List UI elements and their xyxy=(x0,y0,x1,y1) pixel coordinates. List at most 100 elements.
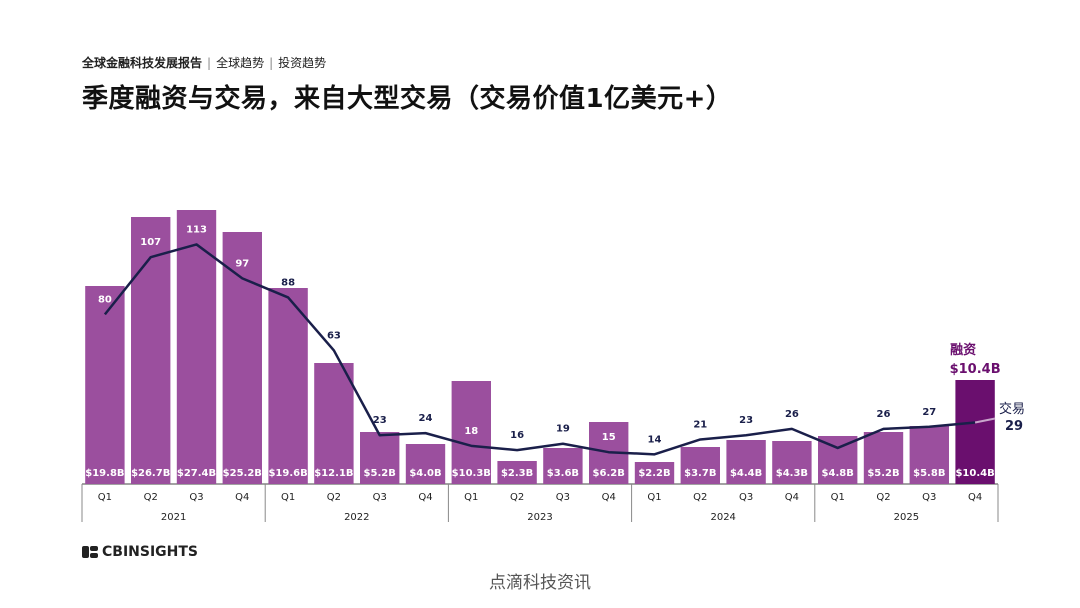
funding-bar xyxy=(85,286,125,484)
x-tick-label: Q1 xyxy=(281,492,295,503)
deals-value-label: 88 xyxy=(281,277,295,288)
year-label: 2024 xyxy=(710,512,735,523)
deals-value-label: 63 xyxy=(327,330,341,341)
deals-value-label: 24 xyxy=(419,413,433,424)
funding-bar-label: $5.2B xyxy=(364,468,396,479)
funding-bar-label: $3.6B xyxy=(547,468,579,479)
funding-bar-label: $5.2B xyxy=(867,468,899,479)
deals-value-label: 80 xyxy=(98,294,112,305)
funding-bar-label: $2.3B xyxy=(501,468,533,479)
year-label: 2021 xyxy=(161,512,186,523)
funding-bar xyxy=(543,448,583,484)
breadcrumb-separator: | xyxy=(207,56,212,70)
deals-value-label: 26 xyxy=(877,409,891,420)
funding-bar xyxy=(131,217,171,484)
deals-value-label: 21 xyxy=(693,419,707,430)
funding-bar-label: $19.8B xyxy=(85,468,124,479)
funding-bar xyxy=(772,441,812,484)
deals-value-label: 15 xyxy=(602,432,616,443)
x-tick-label: Q4 xyxy=(785,492,799,503)
x-tick-label: Q3 xyxy=(373,492,387,503)
funding-bar-label: $19.6B xyxy=(268,468,307,479)
breadcrumb-separator: | xyxy=(269,56,274,70)
deals-value-label: 14 xyxy=(648,434,662,445)
funding-bar-label: $27.4B xyxy=(177,468,216,479)
funding-bar xyxy=(634,462,675,484)
funding-bar-label: $12.1B xyxy=(314,468,353,479)
section-investment-trends: 投资趋势 xyxy=(278,56,327,70)
funding-bar xyxy=(176,210,217,484)
report-name: 全球金融科技发展报告 xyxy=(82,56,203,70)
deals-value-label: 23 xyxy=(373,415,387,426)
x-tick-label: Q2 xyxy=(693,492,707,503)
cb-insights-logo-icon xyxy=(82,546,98,558)
funding-bar xyxy=(405,444,446,484)
funding-bar xyxy=(222,232,262,484)
year-label: 2023 xyxy=(527,512,552,523)
funding-bar xyxy=(268,288,308,484)
section-global-trends: 全球趋势 xyxy=(216,56,265,70)
funding-bar xyxy=(451,381,491,484)
deals-line-extension xyxy=(974,417,996,424)
deals-value-label: 113 xyxy=(186,224,207,235)
funding-bar xyxy=(818,436,858,484)
x-tick-label: Q3 xyxy=(922,492,936,503)
logo-text: CBINSIGHTS xyxy=(102,544,199,560)
x-tick-label: Q4 xyxy=(968,492,982,503)
funding-deals-chart: $19.8B Q1 $26.7B Q2 $27.4B Q3 $25.2B Q4 $19.6B Q1… xyxy=(81,210,1025,523)
funding-bar xyxy=(497,461,537,484)
x-tick-label: Q3 xyxy=(556,492,570,503)
page-title: 季度融资与交易，来自大型交易（交易价值1亿美元+） xyxy=(82,84,733,114)
deals-value-label: 27 xyxy=(922,407,936,418)
funding-bar-label: $10.4B xyxy=(955,468,994,479)
deals-value-label: 19 xyxy=(556,424,570,435)
deals-callout-value: 29 xyxy=(1005,419,1023,434)
deals-callout-label: 交易 xyxy=(999,401,1025,417)
funding-bar-label: $3.7B xyxy=(684,468,716,479)
funding-callout-value: $10.4B xyxy=(950,362,1001,377)
deals-line xyxy=(103,243,976,456)
funding-bar-label: $6.2B xyxy=(593,468,625,479)
x-tick-label: Q1 xyxy=(647,492,661,503)
x-tick-label: Q4 xyxy=(602,492,616,503)
deals-value-label: 17 xyxy=(831,428,845,439)
funding-bar-label: $10.3B xyxy=(452,468,491,479)
funding-bar xyxy=(909,426,949,484)
funding-bar xyxy=(955,380,995,484)
deals-value-label: 97 xyxy=(235,258,249,269)
year-label: 2025 xyxy=(894,512,919,523)
cb-insights-logo: CBINSIGHTS xyxy=(82,544,198,560)
funding-bar-label: $5.8B xyxy=(913,468,945,479)
funding-bar-label: $25.2B xyxy=(223,468,262,479)
x-tick-label: Q1 xyxy=(98,492,112,503)
x-tick-label: Q4 xyxy=(235,492,249,503)
deals-value-label: 23 xyxy=(739,415,753,426)
funding-bar-label: $4.3B xyxy=(776,468,808,479)
funding-bar-label: $26.7B xyxy=(131,468,170,479)
funding-bar-label: $4.0B xyxy=(409,468,441,479)
x-tick-label: Q2 xyxy=(876,492,890,503)
funding-bar-label: $4.4B xyxy=(730,468,762,479)
x-tick-label: Q3 xyxy=(739,492,753,503)
deals-value-label: 18 xyxy=(464,426,478,437)
funding-callout-label: 融资 xyxy=(950,342,976,358)
funding-bar xyxy=(360,432,400,484)
x-tick-label: Q3 xyxy=(189,492,203,503)
watermark: 点滴科技资讯 xyxy=(489,573,591,593)
x-tick-label: Q4 xyxy=(418,492,432,503)
funding-bar-label: $2.2B xyxy=(638,468,670,479)
x-tick-label: Q1 xyxy=(831,492,845,503)
year-label: 2022 xyxy=(344,512,369,523)
funding-bar-label: $4.8B xyxy=(822,468,854,479)
deals-value-label: 107 xyxy=(140,237,161,248)
deals-value-label: 16 xyxy=(510,430,524,441)
x-tick-label: Q2 xyxy=(510,492,524,503)
x-tick-label: Q2 xyxy=(144,492,158,503)
funding-bar xyxy=(314,363,354,484)
x-tick-label: Q2 xyxy=(327,492,341,503)
deals-value-label: 26 xyxy=(785,409,799,420)
funding-bar xyxy=(726,440,766,484)
report-breadcrumb: 全球金融科技发展报告 | 全球趋势 | 投资趋势 xyxy=(82,54,326,71)
x-tick-label: Q1 xyxy=(464,492,478,503)
funding-bar xyxy=(680,447,720,484)
